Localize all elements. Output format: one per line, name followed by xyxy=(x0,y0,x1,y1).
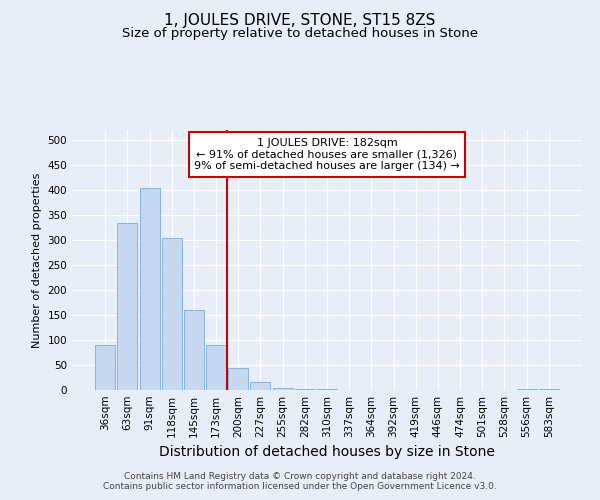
Bar xyxy=(95,345,115,390)
Text: Contains HM Land Registry data © Crown copyright and database right 2024.: Contains HM Land Registry data © Crown c… xyxy=(124,472,476,481)
Text: 1, JOULES DRIVE, STONE, ST15 8ZS: 1, JOULES DRIVE, STONE, ST15 8ZS xyxy=(164,12,436,28)
Bar xyxy=(206,345,226,390)
Bar xyxy=(272,388,293,390)
Bar xyxy=(317,389,337,390)
Text: 1 JOULES DRIVE: 182sqm
← 91% of detached houses are smaller (1,326)
9% of semi-d: 1 JOULES DRIVE: 182sqm ← 91% of detached… xyxy=(194,138,460,171)
Y-axis label: Number of detached properties: Number of detached properties xyxy=(32,172,42,348)
X-axis label: Distribution of detached houses by size in Stone: Distribution of detached houses by size … xyxy=(159,446,495,460)
Bar xyxy=(228,368,248,390)
Text: Contains public sector information licensed under the Open Government Licence v3: Contains public sector information licen… xyxy=(103,482,497,491)
Bar xyxy=(118,222,137,390)
Bar xyxy=(295,388,315,390)
Bar xyxy=(250,382,271,390)
Text: Size of property relative to detached houses in Stone: Size of property relative to detached ho… xyxy=(122,28,478,40)
Bar xyxy=(140,188,160,390)
Bar xyxy=(517,388,536,390)
Bar xyxy=(162,238,182,390)
Bar xyxy=(539,389,559,390)
Bar xyxy=(184,310,204,390)
